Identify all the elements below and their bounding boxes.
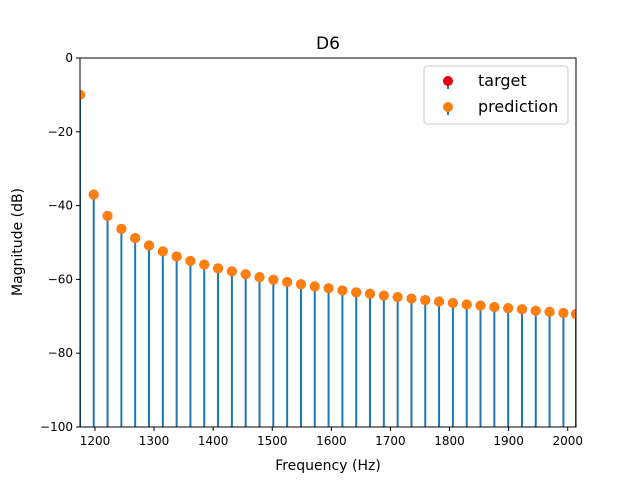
legend-label: prediction <box>478 97 558 116</box>
y-tick-label: −60 <box>48 272 73 286</box>
y-tick-label: −20 <box>48 125 73 139</box>
legend-marker-icon <box>443 76 453 86</box>
prediction-marker <box>558 307 569 318</box>
x-tick-label: 2000 <box>552 434 583 448</box>
legend-marker-icon <box>443 102 453 112</box>
prediction-marker <box>309 281 320 292</box>
y-tick-label: −40 <box>48 199 73 213</box>
x-tick-label: 1200 <box>80 434 111 448</box>
prediction-marker <box>351 287 362 298</box>
y-tick-label: −100 <box>40 420 73 434</box>
legend: target prediction <box>423 65 569 125</box>
legend-box <box>423 65 569 125</box>
plot-frame <box>79 57 577 428</box>
y-tick-label: 0 <box>65 51 73 65</box>
x-tick-label: 1400 <box>198 434 229 448</box>
prediction-marker <box>282 276 293 287</box>
prediction-marker <box>406 293 417 304</box>
legend-label: target <box>478 71 527 90</box>
x-axis-ticks: 1200 1300 1400 1500 1600 1700 1800 1900 2000 <box>80 427 583 448</box>
prediction-marker <box>530 305 541 316</box>
prediction-marker <box>102 210 113 221</box>
prediction-marker <box>571 309 576 320</box>
prediction-marker <box>295 279 306 290</box>
prediction-marker <box>516 304 527 315</box>
prediction-marker <box>254 272 265 283</box>
y-tick-label: −80 <box>48 346 73 360</box>
x-tick-label: 1500 <box>257 434 288 448</box>
chart-title: D6 <box>316 34 340 54</box>
x-tick-label: 1700 <box>375 434 406 448</box>
prediction-marker <box>323 283 334 294</box>
prediction-marker <box>392 292 403 303</box>
prediction-marker <box>226 266 237 277</box>
prediction-marker <box>143 240 154 251</box>
x-tick-label: 1300 <box>139 434 170 448</box>
prediction-marker <box>475 300 486 311</box>
x-tick-label: 1800 <box>434 434 465 448</box>
y-axis-ticks: 0 −20 −40 −60 −80 −100 <box>40 51 80 434</box>
x-tick-label: 1900 <box>493 434 524 448</box>
plot-area <box>80 89 576 427</box>
prediction-marker <box>157 246 168 257</box>
prediction-marker <box>461 299 472 310</box>
prediction-marker <box>503 303 514 314</box>
prediction-marker <box>185 255 196 266</box>
prediction-marker <box>364 288 375 299</box>
prediction-marker <box>171 251 182 262</box>
prediction-marker <box>544 306 555 317</box>
prediction-marker <box>116 223 127 234</box>
prediction-marker <box>268 274 279 285</box>
prediction-marker <box>240 269 251 280</box>
y-axis-label: Magnitude (dB) <box>10 188 26 296</box>
prediction-marker <box>80 89 85 100</box>
prediction-marker <box>130 233 141 244</box>
prediction-marker <box>199 259 210 270</box>
prediction-marker <box>337 285 348 296</box>
prediction-marker <box>213 263 224 274</box>
x-tick-label: 1600 <box>316 434 347 448</box>
stem-markers <box>80 89 576 320</box>
prediction-marker <box>434 296 445 307</box>
prediction-marker <box>447 298 458 309</box>
x-axis-label: Frequency (Hz) <box>275 458 381 474</box>
prediction-marker <box>378 290 389 301</box>
stem-lines <box>80 94 576 427</box>
prediction-marker <box>420 295 431 306</box>
prediction-marker <box>489 302 500 313</box>
prediction-marker <box>88 189 99 200</box>
